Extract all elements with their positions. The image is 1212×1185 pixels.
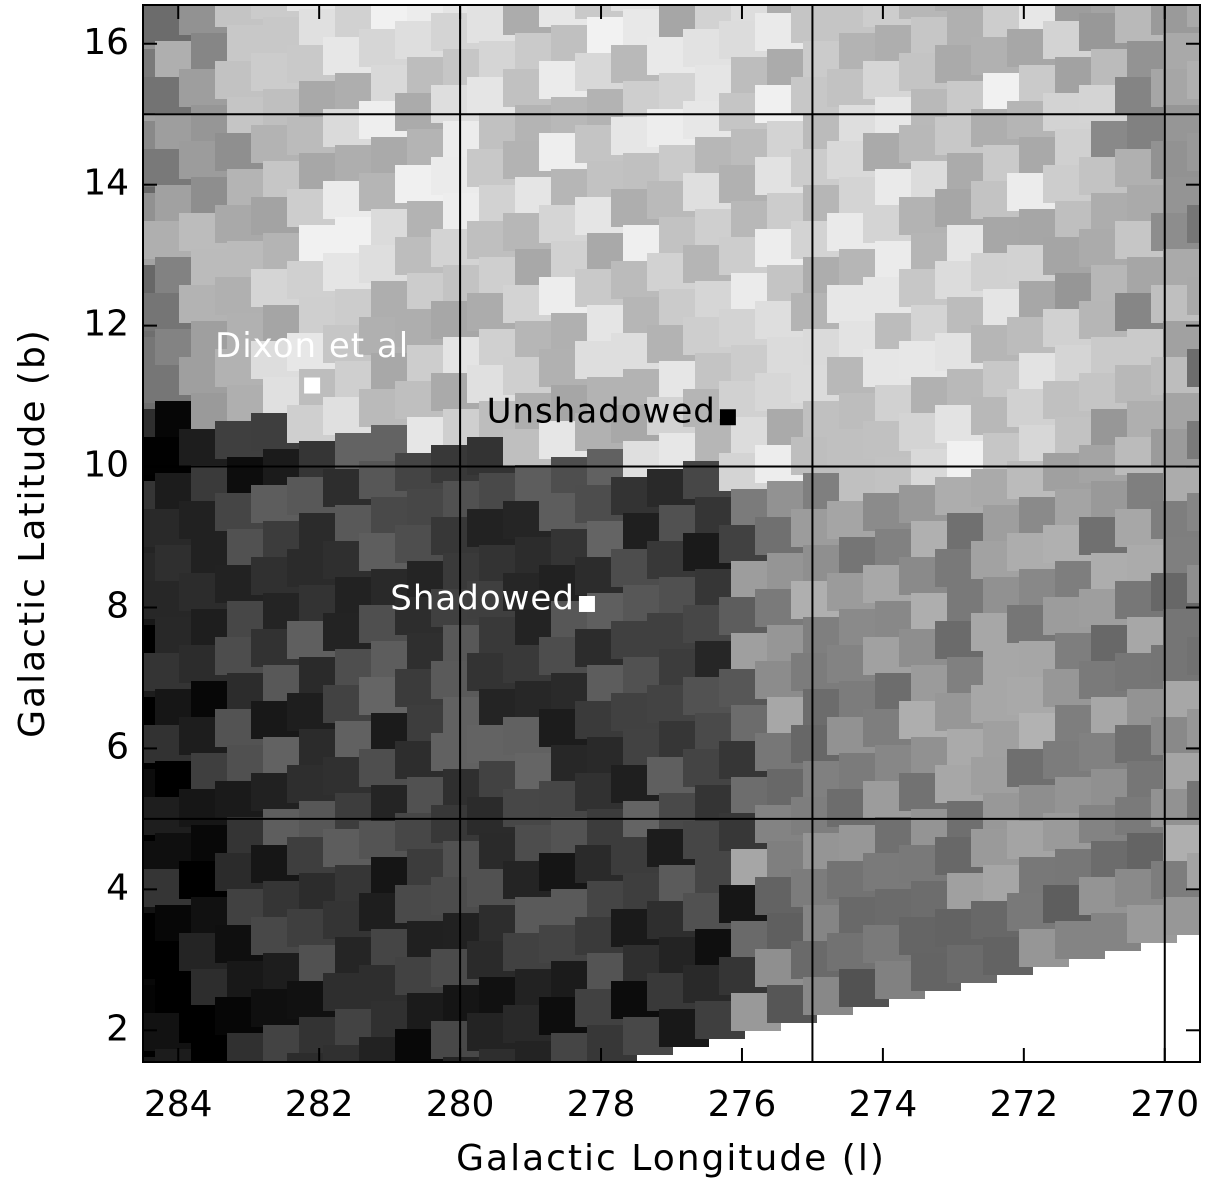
map-cell xyxy=(71,669,121,707)
y-tick-label: 4 xyxy=(106,867,129,908)
map-cell xyxy=(71,237,121,275)
map-cell xyxy=(1187,637,1200,675)
map-cell xyxy=(443,1057,493,1062)
map-cell xyxy=(71,1101,121,1139)
y-tick-label: 2 xyxy=(106,1008,129,1049)
map-cell xyxy=(83,1065,133,1103)
point-marker xyxy=(578,595,595,612)
x-tick-label: 272 xyxy=(989,1084,1058,1125)
map-cell xyxy=(1163,897,1200,935)
map-cell xyxy=(71,381,121,419)
point-marker xyxy=(719,409,736,426)
x-axis-label: Galactic Longitude (l) xyxy=(456,1138,886,1179)
map-cell xyxy=(71,957,121,995)
map-cell xyxy=(1187,349,1200,387)
map-cell xyxy=(83,345,133,383)
map-cell xyxy=(83,1137,133,1175)
map-cell xyxy=(1187,781,1200,819)
map-cell xyxy=(155,1121,205,1159)
point-label: Unshadowed xyxy=(487,392,716,432)
map-cell xyxy=(1187,277,1200,315)
map-cell xyxy=(1187,205,1200,243)
y-axis-label: Galactic Latitude (b) xyxy=(12,328,53,738)
map-cell xyxy=(119,1129,169,1167)
x-tick-label: 270 xyxy=(1130,1084,1199,1125)
map-cell xyxy=(71,525,121,563)
map-cell xyxy=(1187,5,1200,27)
map-cell xyxy=(83,633,133,671)
map-cell xyxy=(83,129,133,167)
x-tick-label: 284 xyxy=(144,1084,213,1125)
map-cell xyxy=(59,0,109,23)
y-tick-label: 10 xyxy=(83,445,129,486)
map-cell xyxy=(71,93,121,131)
map-cell xyxy=(83,777,133,815)
map-cell xyxy=(83,489,133,527)
point-label: Dixon et al xyxy=(215,326,409,366)
x-tick-label: 278 xyxy=(567,1084,636,1125)
map-cell xyxy=(1187,61,1200,99)
map-cell xyxy=(83,921,133,959)
map-cell xyxy=(1187,709,1200,747)
map-cell xyxy=(1187,421,1200,459)
y-tick-label: 14 xyxy=(83,163,129,204)
x-tick-label: 282 xyxy=(285,1084,354,1125)
map-cell xyxy=(935,5,985,11)
x-tick-label: 276 xyxy=(708,1084,777,1125)
y-tick-label: 6 xyxy=(106,726,129,767)
map-cell xyxy=(143,5,145,15)
map-cell xyxy=(287,5,337,11)
y-tick-label: 12 xyxy=(83,304,129,345)
map-cell xyxy=(371,1073,421,1111)
intensity-map xyxy=(59,0,1200,1175)
map-cell xyxy=(1187,565,1200,603)
map-cell xyxy=(215,1069,265,1107)
map-cell xyxy=(83,201,133,239)
map-cell xyxy=(647,0,697,3)
plot-frame xyxy=(142,4,1201,1063)
y-tick-label: 16 xyxy=(83,22,129,63)
point-marker xyxy=(304,377,321,394)
map-cell xyxy=(1187,493,1200,531)
overlay xyxy=(143,5,1200,1062)
map-cell xyxy=(1187,133,1200,171)
map-cell xyxy=(71,813,121,851)
map-cell xyxy=(287,1053,337,1062)
map-cell xyxy=(611,5,661,11)
map-cell xyxy=(971,0,1021,3)
x-tick-label: 274 xyxy=(849,1084,918,1125)
y-tick-label: 8 xyxy=(106,585,129,626)
map-cell xyxy=(323,0,373,3)
map-cell xyxy=(227,1105,277,1143)
point-label: Shadowed xyxy=(390,578,575,618)
x-tick-label: 280 xyxy=(426,1084,495,1125)
map-cell xyxy=(1187,853,1200,891)
